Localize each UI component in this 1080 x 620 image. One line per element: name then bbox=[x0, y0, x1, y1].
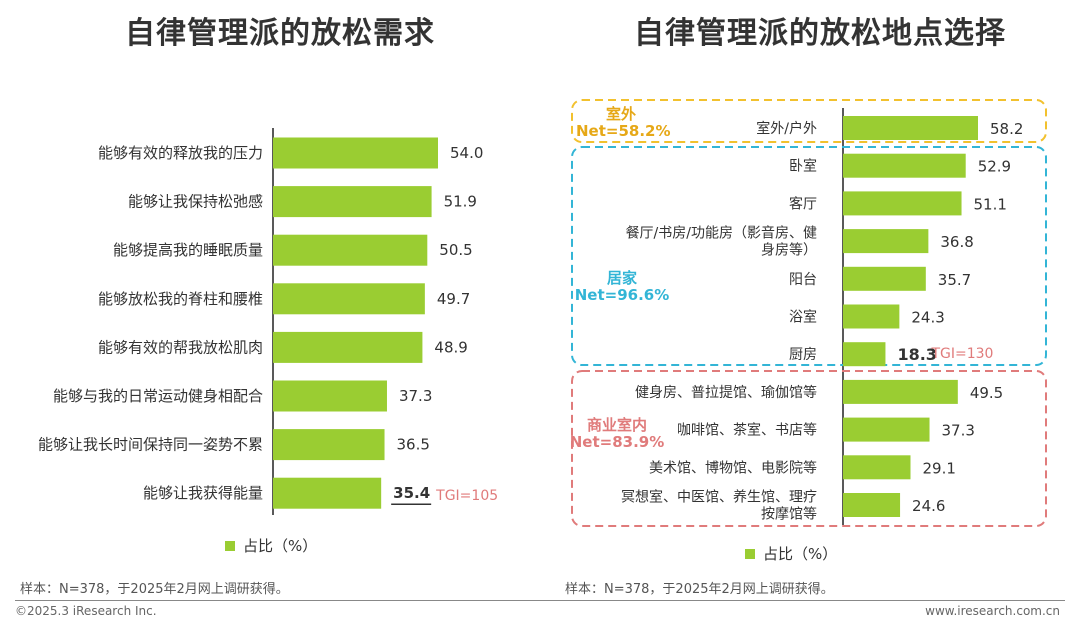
group-name-home: 居家 bbox=[606, 269, 637, 287]
right-legend-label: 占比（%） bbox=[763, 545, 838, 563]
right-category-label-line: 冥想室、中医馆、养生馆、理疗 bbox=[621, 489, 817, 506]
right-category-label-line: 美术馆、博物馆、电影院等 bbox=[649, 459, 817, 476]
left-bar bbox=[273, 331, 423, 363]
left-tgi-annotation: TGI=105 bbox=[435, 488, 498, 504]
right-bar bbox=[843, 266, 926, 291]
right-category-label: 健身房、普拉提馆、瑜伽馆等 bbox=[635, 384, 817, 401]
legend-swatch bbox=[225, 540, 235, 551]
right-category-label-line: 厨房 bbox=[789, 347, 817, 363]
right-category-label-line: 按摩馆等 bbox=[761, 506, 817, 523]
right-value-label: 35.7 bbox=[938, 271, 971, 289]
right-bar bbox=[843, 417, 930, 442]
right-category-label: 室外/户外 bbox=[756, 120, 817, 137]
left-legend: 占比（%） bbox=[225, 535, 317, 556]
left-category-label: 能够提高我的睡眠质量 bbox=[113, 241, 263, 259]
group-name-outdoor: 室外 bbox=[605, 105, 636, 123]
left-bar bbox=[273, 137, 438, 169]
right-value-label: 52.9 bbox=[978, 158, 1011, 176]
left-category-label: 能够让我保持松弛感 bbox=[128, 193, 263, 211]
right-bar bbox=[843, 379, 958, 404]
footer-divider bbox=[15, 600, 1065, 601]
group-name-commercial: 商业室内 bbox=[586, 416, 647, 434]
right-value-label: 24.6 bbox=[912, 497, 945, 515]
group-net-outdoor: Net=58.2% bbox=[576, 122, 671, 140]
right-category-label: 厨房 bbox=[789, 347, 817, 363]
right-value-label: 37.3 bbox=[942, 422, 975, 440]
right-bar bbox=[843, 455, 911, 480]
right-value-label: 18.3 bbox=[897, 345, 936, 364]
right-sample-note: 样本：N=378，于2025年2月网上调研获得。 bbox=[565, 582, 834, 597]
right-category-label-line: 客厅 bbox=[789, 195, 817, 212]
group-box-outdoor bbox=[571, 99, 1047, 143]
right-value-label: 49.5 bbox=[970, 384, 1003, 402]
right-category-label-line: 室外/户外 bbox=[756, 120, 817, 137]
left-category-label: 能够有效的帮我放松肌肉 bbox=[98, 338, 263, 356]
website-text: www.iresearch.com.cn bbox=[925, 604, 1060, 618]
left-bar bbox=[273, 477, 382, 509]
right-value-label: 29.1 bbox=[923, 459, 956, 477]
left-value-label: 35.4 bbox=[393, 484, 430, 502]
left-category-label: 能够让我长时间保持同一姿势不累 bbox=[38, 436, 263, 454]
left-bar bbox=[273, 234, 428, 266]
left-sample-note: 样本：N=378，于2025年2月网上调研获得。 bbox=[20, 582, 289, 597]
left-value-label: 37.3 bbox=[399, 387, 432, 405]
group-label-outdoor: 室外 Net=58.2% bbox=[576, 105, 671, 140]
left-legend-label: 占比（%） bbox=[243, 537, 318, 555]
left-value-label: 50.5 bbox=[439, 241, 472, 259]
right-category-label-line: 阳台 bbox=[789, 272, 817, 288]
left-value-label: 54.0 bbox=[450, 144, 483, 162]
right-bar bbox=[843, 191, 962, 216]
right-bar bbox=[843, 229, 929, 254]
right-category-label-line: 身房等） bbox=[761, 242, 817, 259]
group-net-commercial: Net=83.9% bbox=[569, 433, 665, 451]
right-category-label-line: 浴室 bbox=[789, 309, 817, 326]
right-legend: 占比（%） bbox=[745, 543, 837, 564]
right-bar bbox=[843, 493, 901, 517]
left-value-label: 51.9 bbox=[444, 193, 477, 211]
left-category-label: 能够与我的日常运动健身相配合 bbox=[53, 387, 263, 405]
group-label-home: 居家 Net=96.6% bbox=[572, 270, 672, 304]
group-box-commercial bbox=[571, 370, 1047, 527]
right-category-label-line: 咖啡馆、茶室、书店等 bbox=[677, 422, 817, 439]
left-category-label: 能够让我获得能量 bbox=[143, 484, 263, 502]
right-bar bbox=[843, 116, 978, 140]
right-tgi-annotation: TGI=130 bbox=[930, 346, 993, 362]
right-category-label: 冥想室、中医馆、养生馆、理疗按摩馆等 bbox=[621, 489, 817, 523]
legend-swatch bbox=[745, 548, 755, 559]
group-label-commercial: 商业室内 Net=83.9% bbox=[567, 417, 667, 451]
copyright-text: ©2025.3 iResearch Inc. bbox=[15, 604, 157, 618]
right-value-label: 51.1 bbox=[974, 195, 1007, 213]
right-category-label: 阳台 bbox=[789, 272, 817, 288]
right-value-label: 24.3 bbox=[911, 309, 944, 327]
right-bar bbox=[843, 342, 886, 367]
right-bar bbox=[843, 153, 966, 178]
left-bar bbox=[273, 283, 425, 315]
right-bar bbox=[843, 304, 900, 329]
right-value-label: 36.8 bbox=[940, 233, 973, 251]
left-value-label: 49.7 bbox=[437, 290, 470, 308]
left-chart-title: 自律管理派的放松需求 bbox=[125, 16, 435, 51]
left-bar bbox=[273, 380, 387, 412]
right-category-label: 餐厅/书房/功能房（影音房、健身房等） bbox=[626, 225, 817, 259]
left-value-label: 36.5 bbox=[397, 436, 430, 454]
left-value-label: 48.9 bbox=[434, 338, 467, 356]
right-category-label-line: 卧室 bbox=[789, 158, 817, 175]
right-category-label-line: 健身房、普拉提馆、瑜伽馆等 bbox=[635, 384, 817, 401]
right-chart-title: 自律管理派的放松地点选择 bbox=[634, 16, 1006, 51]
left-bar bbox=[273, 429, 385, 461]
right-category-label: 美术馆、博物馆、电影院等 bbox=[649, 459, 817, 476]
right-category-label-line: 餐厅/书房/功能房（影音房、健 bbox=[626, 225, 817, 242]
right-category-label: 卧室 bbox=[789, 158, 817, 175]
group-net-home: Net=96.6% bbox=[574, 286, 670, 304]
group-box-home bbox=[571, 146, 1047, 366]
left-category-label: 能够放松我的脊柱和腰椎 bbox=[98, 290, 263, 308]
right-value-label: 58.2 bbox=[990, 120, 1023, 138]
right-category-label: 咖啡馆、茶室、书店等 bbox=[677, 422, 817, 439]
left-category-label: 能够有效的释放我的压力 bbox=[98, 144, 263, 162]
right-category-label: 浴室 bbox=[789, 309, 817, 326]
left-bar bbox=[273, 186, 432, 218]
right-category-label: 客厅 bbox=[789, 195, 817, 212]
